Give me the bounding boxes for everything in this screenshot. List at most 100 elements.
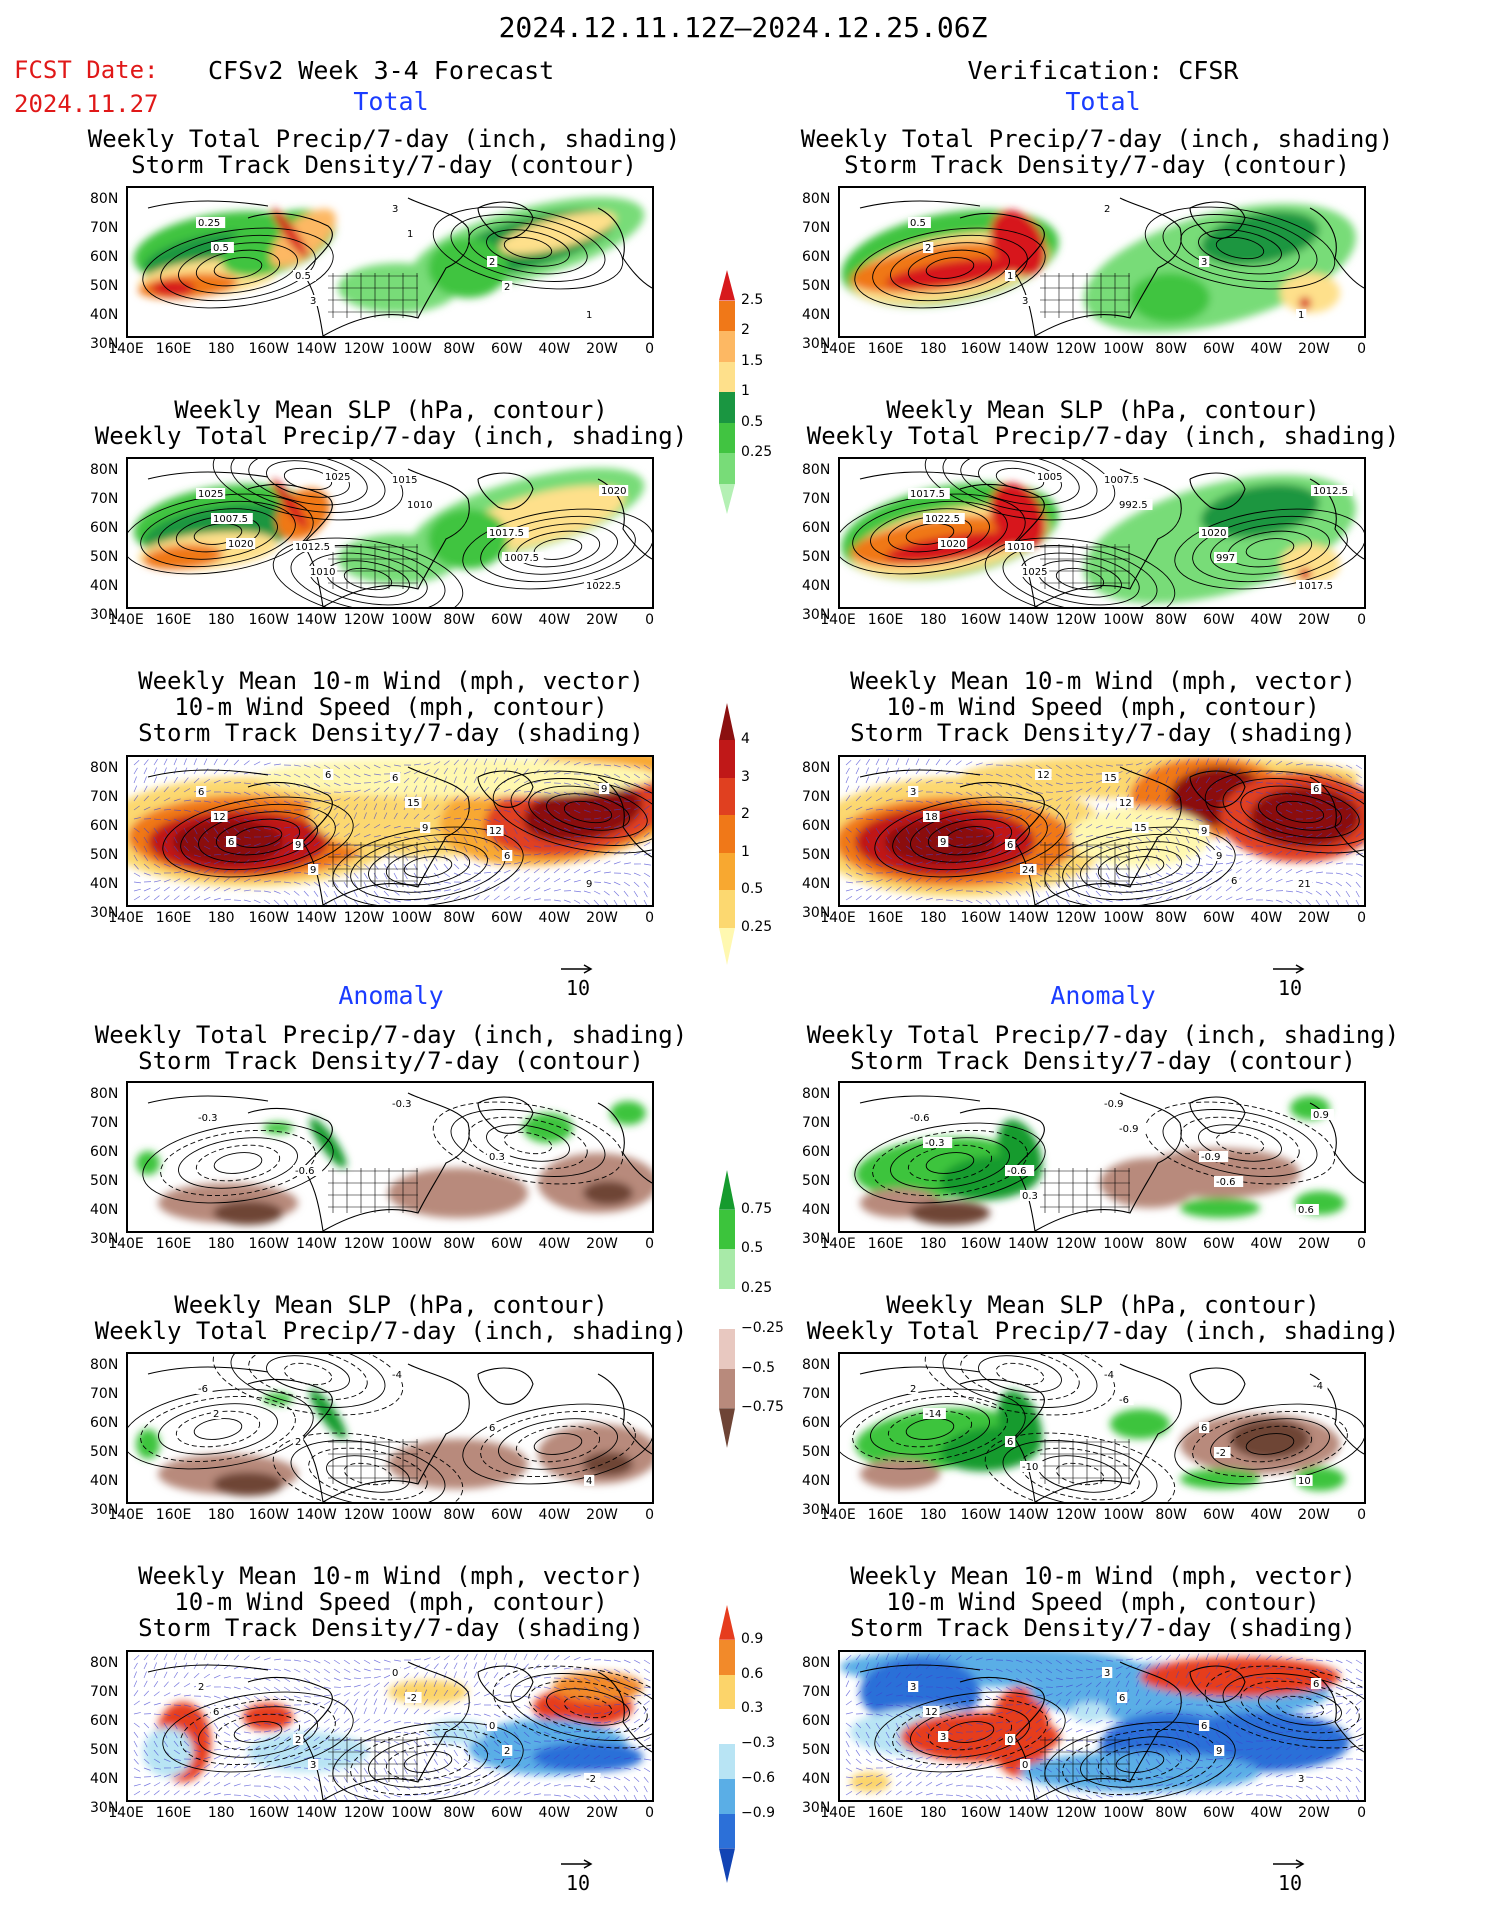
map-canvas: 2 2 0 0 -2 6 3 -2 2 — [128, 1652, 652, 1800]
state-boundaries — [328, 1168, 418, 1213]
contour-label-bg — [1311, 1678, 1322, 1689]
latitude-label: 60N — [90, 1415, 119, 1431]
latitude-label: 60N — [90, 520, 119, 536]
contour-label-bg — [923, 513, 965, 524]
latitude-label: 50N — [90, 1742, 119, 1758]
colorbar-label: 4 — [741, 731, 750, 748]
longitude-label: 180 — [919, 910, 947, 926]
contour-label: 12 — [489, 826, 502, 837]
colorbar-label: −0.6 — [741, 1769, 775, 1786]
contour-label: 6 — [1201, 1423, 1207, 1434]
longitude-label: 120W — [1055, 1236, 1097, 1252]
contour-label: 18 — [925, 812, 938, 823]
contour-label-bg — [584, 580, 626, 591]
contour-label: 3 — [1201, 257, 1207, 268]
contour-label: 1007.5 — [1104, 475, 1139, 486]
contour-label: 1010 — [310, 567, 335, 578]
contour-label-bg — [1296, 878, 1313, 889]
contour-label: 1005 — [1037, 472, 1062, 483]
colorbar-label: 0.25 — [741, 918, 773, 935]
wind-vector-layer — [133, 1653, 651, 1800]
contour-label-bg — [1005, 541, 1035, 552]
latitude-label: 30N — [90, 1502, 119, 1518]
longitude-label: 20W — [586, 1805, 618, 1821]
contour-label: 2 — [1104, 204, 1110, 215]
longitude-label: 180 — [207, 341, 235, 357]
longitude-label: 0 — [1357, 341, 1367, 357]
shading-layer — [136, 1101, 652, 1225]
contour-label-bg — [1020, 1190, 1043, 1201]
longitude-label: 180 — [919, 341, 947, 357]
contour-label: 6 — [1231, 876, 1237, 887]
contour-label: 6 — [504, 851, 510, 862]
colorbar-storm-total — [719, 703, 735, 965]
contour-label-bg — [1296, 1773, 1307, 1784]
shading-region — [1110, 1409, 1170, 1439]
colorbar-label: 1.5 — [741, 352, 764, 369]
longitude-label: 20W — [586, 1507, 618, 1523]
contour-label: 1015 — [392, 475, 417, 486]
longitude-label: 40W — [1250, 910, 1283, 926]
coastline-layer — [147, 197, 652, 336]
contour-label-bg — [938, 836, 949, 847]
shading-region — [610, 1101, 646, 1125]
contour-label-bg — [502, 1745, 513, 1756]
contour-label: 0.6 — [1298, 1205, 1314, 1216]
map-panel-slp-precip-anomaly-verification: 2 6 -4 6 10 -14 -10 -6 -2 -4 — [838, 1352, 1366, 1504]
latitude-label: 60N — [802, 1144, 831, 1160]
contour-label: 3 — [910, 787, 916, 798]
longitude-label: 40W — [1250, 1236, 1283, 1252]
longitude-label: 80W — [1155, 1507, 1188, 1523]
longitude-label: 0 — [1357, 910, 1367, 926]
contour-label-bg — [908, 1112, 938, 1123]
contour-label: 6 — [489, 1423, 495, 1434]
contour-label: -0.9 — [1119, 1124, 1139, 1135]
shading-region — [1230, 1419, 1310, 1459]
right-column-title: Verification: CFSR — [967, 56, 1239, 85]
longitude-label: 160E — [867, 1805, 904, 1821]
longitude-label: 100W — [1103, 1805, 1144, 1821]
map-panel-slp-precip-anomaly-forecast: -6 2 -4 6 4 2 — [126, 1352, 654, 1504]
longitude-label: 80W — [443, 1805, 476, 1821]
contour-label: -6 — [198, 1384, 208, 1395]
contour-label-bg — [293, 839, 304, 850]
latitude-label: 80N — [90, 462, 119, 478]
contour-label: 1007.5 — [213, 514, 248, 525]
contour-label: -0.9 — [1201, 1152, 1221, 1163]
longitude-label: 140W — [1008, 910, 1049, 926]
longitude-label: 40W — [1250, 1507, 1283, 1523]
contour-label: -2 — [1216, 1448, 1226, 1459]
contour-label: 1012.5 — [295, 542, 330, 553]
shading-region — [910, 1201, 990, 1225]
longitude-label: 0 — [645, 341, 655, 357]
contour-label-bg — [323, 471, 353, 482]
shading-region — [151, 280, 195, 296]
contour-label-bg — [487, 256, 498, 267]
contour-label: -0.6 — [295, 1166, 315, 1177]
colorbar-segment — [719, 1674, 735, 1710]
longitude-label: 100W — [391, 910, 432, 926]
panel-title: Weekly Mean SLP (hPa, contour) Weekly Tot… — [806, 396, 1400, 450]
latitude-label: 40N — [90, 307, 119, 323]
colorbar-segment — [719, 1368, 735, 1409]
contour-label-bg — [908, 488, 950, 499]
wind-reference-value: 10 — [566, 976, 591, 1000]
latitude-label: 50N — [802, 1444, 831, 1460]
contour-label-bg — [487, 825, 504, 836]
contour-label-bg — [923, 1706, 940, 1717]
longitude-label: 100W — [1103, 910, 1144, 926]
latitude-label: 40N — [90, 1771, 119, 1787]
longitude-label: 160W — [960, 341, 1002, 357]
contour-label: 0.25 — [198, 218, 220, 229]
contour-layer — [854, 1101, 1336, 1204]
longitude-label: 160E — [867, 1236, 904, 1252]
longitude-label: 60W — [490, 1507, 523, 1523]
longitude-label: 160W — [960, 1805, 1002, 1821]
longitude-label: 140W — [296, 1805, 337, 1821]
map-panel-wind-storm-forecast: 6 9 6 12 9 12 9 15 6 9 6 6 9 — [126, 755, 654, 907]
longitude-label: 0 — [645, 910, 655, 926]
longitude-label: 140E — [108, 1507, 144, 1523]
contour-label: 6 — [325, 770, 331, 781]
contour-label: 0.5 — [213, 243, 229, 254]
longitude-label: 160W — [248, 910, 290, 926]
